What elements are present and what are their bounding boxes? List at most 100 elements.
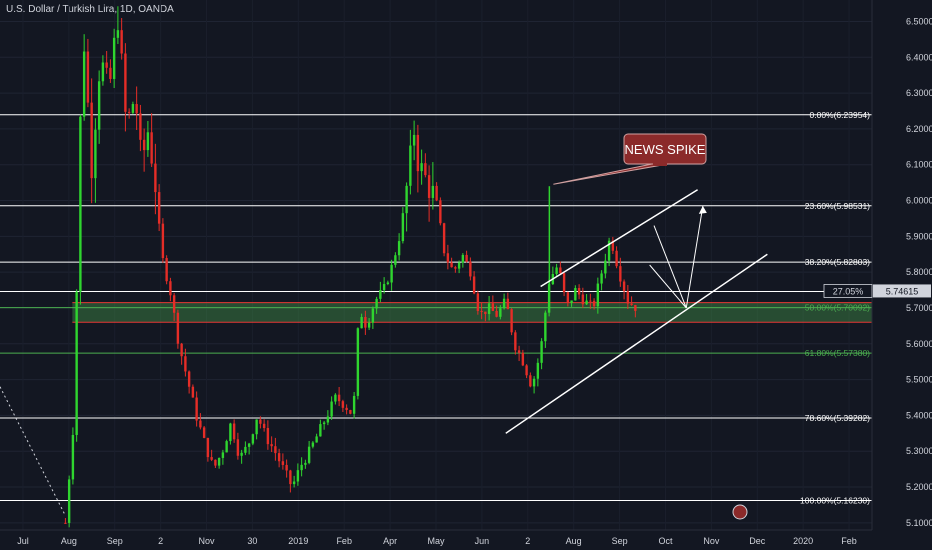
candle-body: [296, 470, 300, 482]
candle-body: [195, 397, 198, 421]
fib-level-label: 61.80%(5.57380): [805, 348, 870, 358]
candle-body: [184, 356, 187, 372]
candle-body: [379, 289, 382, 299]
candle-body: [142, 139, 146, 151]
candle-body: [75, 291, 78, 435]
candle-body: [172, 295, 176, 313]
candle-body: [135, 104, 138, 114]
candle-body: [71, 434, 75, 480]
fib-level-label: 23.60%(5.98531): [805, 201, 870, 211]
grid-layer: [0, 20, 872, 524]
candle-body: [491, 303, 495, 311]
candle-body: [502, 298, 506, 309]
candle-body: [259, 419, 262, 424]
candle-body: [532, 378, 536, 387]
candle-body: [247, 443, 251, 447]
candle-body: [127, 111, 131, 113]
news-spike-callout-join: [653, 162, 667, 166]
candle-body: [536, 362, 540, 379]
x-tick-label: Nov: [703, 536, 720, 546]
candle-body: [506, 298, 510, 310]
candle-body: [101, 62, 105, 82]
candle-body: [529, 375, 532, 387]
x-tick-label: Dec: [749, 536, 766, 546]
candle-body: [364, 316, 367, 328]
drawings-layer: NEWS SPIKE: [0, 133, 768, 520]
candle-body: [397, 241, 401, 256]
candle-body: [611, 240, 615, 251]
candle-body: [210, 457, 213, 460]
candle-body: [577, 288, 581, 295]
dotted-trendline: [0, 386, 66, 516]
candle-body: [375, 298, 378, 309]
candle-body: [469, 261, 472, 277]
fibonacci-layer: 0.00%(6.23954) 23.60%(5.98531) 38.20%(5.82…: [0, 110, 872, 506]
candle-body: [154, 163, 157, 193]
candle-body: [371, 308, 375, 323]
candle-body: [315, 436, 318, 443]
candle-body: [367, 322, 371, 328]
candle-body: [232, 423, 236, 440]
candle-body: [349, 410, 352, 414]
candle-body: [626, 291, 630, 304]
x-tick-label: 2019: [288, 536, 308, 546]
projection-arrow-line: [685, 205, 704, 309]
time-axis: Jul Aug Sep 2 Nov 30 2019 Feb Apr May Jun 2 Aug Sep Oc…: [0, 529, 872, 546]
x-tick-label: 2020: [793, 536, 813, 546]
candle-body: [109, 67, 112, 79]
candle-body: [97, 81, 101, 130]
candle-body: [345, 407, 348, 411]
candle-body: [187, 371, 191, 387]
candle-body: [157, 192, 161, 224]
candle-body: [334, 394, 337, 402]
candle-body: [600, 273, 603, 284]
candle-body: [311, 442, 315, 447]
candle-body: [274, 446, 277, 454]
y-tick-label: 5.50000: [906, 375, 932, 385]
candle-body: [442, 223, 446, 254]
y-tick-label: 6.50000: [906, 16, 932, 26]
y-tick-label: 5.60000: [906, 339, 932, 349]
candle-body: [337, 394, 341, 402]
candle-body: [544, 312, 547, 342]
current-price-percent-box: [823, 284, 873, 298]
x-tick-label: 2: [158, 536, 163, 546]
x-tick-label: Aug: [61, 536, 77, 546]
y-tick-label: 6.30000: [906, 88, 932, 98]
candle-body: [581, 294, 585, 305]
candle-body: [112, 37, 116, 79]
event-marker-icon: [732, 504, 748, 520]
candle-body: [409, 145, 412, 186]
candle-body: [236, 439, 240, 456]
candle-body: [266, 428, 270, 445]
channel-lower-line: [505, 253, 768, 434]
candle-body: [634, 305, 637, 311]
candle-body: [555, 267, 558, 275]
candle-body: [480, 310, 483, 312]
candle-body: [416, 134, 420, 172]
candle-body: [165, 258, 168, 282]
candle-body: [307, 446, 311, 463]
y-tick-label: 6.40000: [906, 52, 932, 62]
candle-body: [574, 288, 577, 301]
candle-body: [454, 267, 457, 269]
candle-body: [319, 424, 322, 437]
candle-body: [394, 255, 397, 265]
candle-body: [360, 316, 363, 329]
candle-body: [405, 185, 408, 214]
fib-level-label: 78.60%(5.39282): [805, 413, 870, 423]
news-spike-label: NEWS SPIKE: [625, 142, 706, 157]
candle-body: [424, 163, 427, 176]
candle-body: [229, 423, 232, 442]
candle-body: [146, 132, 150, 151]
candle-body: [562, 273, 566, 293]
x-tick-label: Sep: [612, 536, 628, 546]
candle-body: [255, 419, 258, 435]
candle-body: [94, 129, 97, 179]
candle-body: [191, 386, 195, 398]
candle-body: [352, 395, 356, 414]
x-tick-label: Sep: [107, 536, 123, 546]
candle-body: [131, 104, 135, 113]
y-tick-label: 5.40000: [906, 410, 932, 420]
